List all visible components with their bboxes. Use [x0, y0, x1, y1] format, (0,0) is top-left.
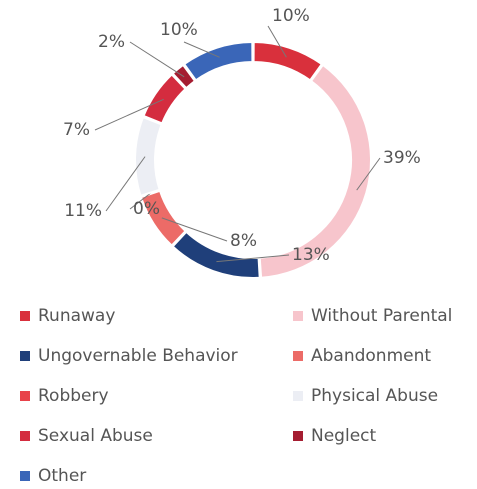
donut-slice — [252, 40, 324, 82]
legend-swatch — [293, 351, 303, 361]
legend-label: Physical Abuse — [311, 386, 438, 406]
legend-label: Other — [38, 466, 86, 486]
legend-label: Ungovernable Behavior — [38, 346, 238, 366]
legend-label: Sexual Abuse — [38, 426, 153, 446]
legend-swatch — [293, 431, 303, 441]
leader-line — [161, 217, 228, 242]
data-label: 8% — [230, 231, 257, 251]
data-label: 13% — [292, 245, 330, 265]
legend-swatch — [20, 431, 30, 441]
donut-slice — [171, 230, 261, 279]
donut-slice — [258, 63, 372, 279]
leader-line — [216, 254, 290, 263]
legend-swatch — [20, 351, 30, 361]
legend-label: Abandonment — [311, 346, 431, 366]
leader-line — [183, 41, 220, 58]
legend-swatch — [293, 311, 303, 321]
legend-swatch — [20, 391, 30, 401]
legend-swatch — [20, 311, 30, 321]
legend-label: Without Parental — [311, 306, 452, 326]
leader-line — [129, 41, 185, 78]
leader-line — [105, 156, 146, 212]
data-label: 0% — [133, 199, 160, 219]
data-label: 10% — [160, 20, 198, 40]
data-label: 39% — [383, 148, 421, 168]
donut-slice — [134, 115, 163, 198]
legend-swatch — [293, 391, 303, 401]
donut-slice — [182, 40, 254, 82]
data-label: 10% — [272, 6, 310, 26]
donut-slice — [142, 73, 187, 125]
leader-line — [129, 192, 151, 210]
leader-line — [356, 157, 381, 191]
data-label: 11% — [64, 201, 102, 221]
legend-label: Robbery — [38, 386, 109, 406]
data-label: 2% — [98, 32, 125, 52]
legend-swatch — [20, 471, 30, 481]
legend-label: Runaway — [38, 306, 115, 326]
data-label: 7% — [63, 120, 90, 140]
legend-label: Neglect — [311, 426, 376, 446]
leader-line — [267, 25, 287, 58]
leader-line — [94, 98, 164, 131]
